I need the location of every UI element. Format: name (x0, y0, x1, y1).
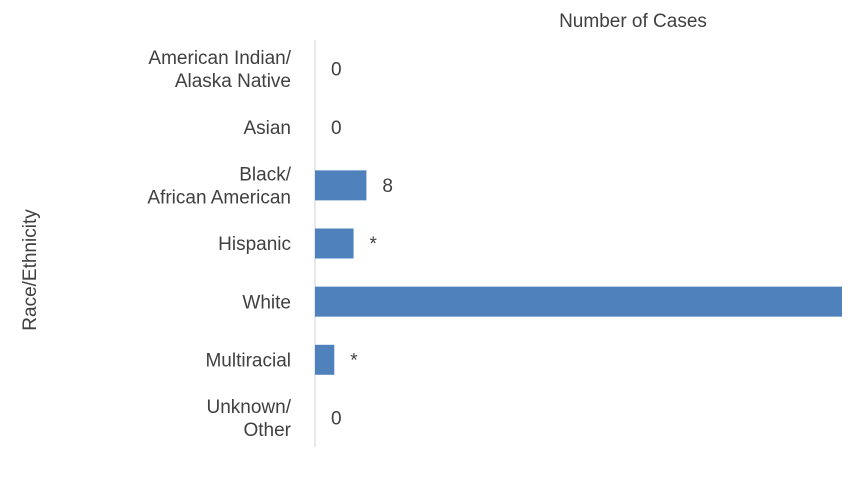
data-label: 8 (382, 176, 393, 197)
data-label: 0 (331, 118, 342, 139)
data-label: 0 (331, 409, 342, 430)
bar-marks: American Indian/Alaska Native 0 Asian 0 Blac… (147, 48, 842, 441)
bar (315, 286, 842, 317)
bar (315, 170, 367, 201)
category-label: Asian (243, 118, 291, 139)
category-label: White (242, 292, 291, 313)
bar (315, 344, 335, 375)
category-label: American Indian/Alaska Native (148, 48, 291, 92)
category-label: Multiracial (205, 350, 291, 371)
category-label: Unknown/Other (207, 397, 292, 441)
data-label: * (350, 350, 358, 371)
bar (315, 228, 354, 259)
data-label: * (370, 234, 378, 255)
category-label: Black/African American (147, 165, 291, 209)
y-axis-title: Race/Ethnicity (20, 209, 41, 331)
category-label: Hispanic (218, 234, 291, 255)
chart-title: Number of Cases (559, 11, 707, 32)
data-label: 0 (331, 60, 342, 81)
